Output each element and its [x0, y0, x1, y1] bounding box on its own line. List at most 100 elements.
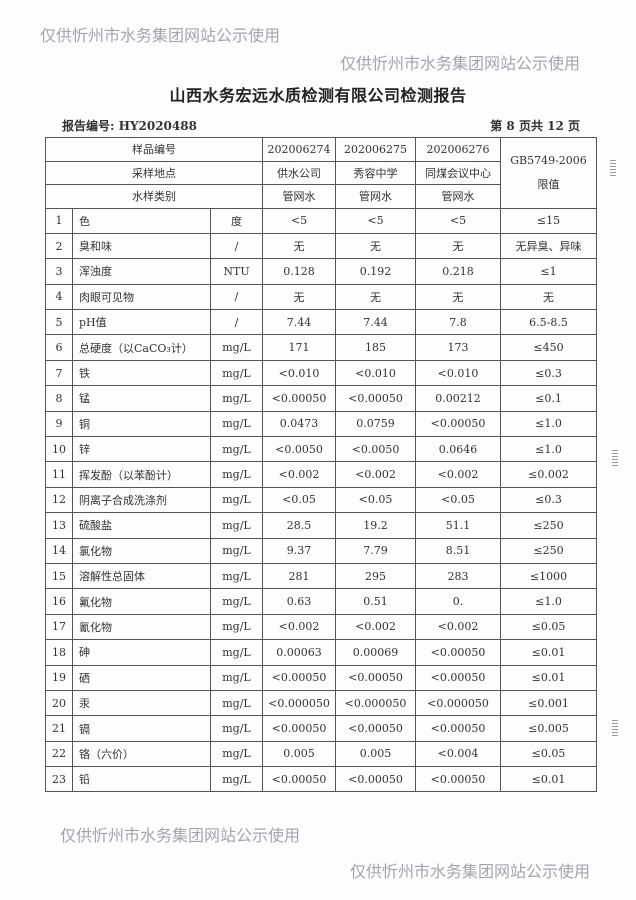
value: <0.00050 [335, 664, 416, 691]
unit: mg/L [210, 639, 263, 666]
value: <0.05 [262, 486, 336, 514]
value: 0.005 [335, 740, 416, 768]
unit: mg/L [210, 385, 263, 412]
value: 无 [335, 283, 416, 311]
value: 281 [262, 562, 336, 590]
parameter-name: 锌 [72, 436, 211, 463]
limit: ≤0.01 [500, 639, 597, 666]
value: <0.0050 [335, 436, 416, 463]
value: <0.010 [335, 359, 416, 387]
unit: NTU [210, 258, 263, 285]
value: <0.010 [262, 359, 336, 387]
limit: ≤1.0 [500, 436, 597, 463]
value: 0. [415, 588, 501, 615]
value: <0.004 [415, 740, 501, 768]
unit: / [210, 283, 263, 311]
row-no: 11 [45, 461, 73, 488]
sample-no: 202006275 [335, 137, 416, 162]
parameter-name: 氯化物 [72, 537, 211, 564]
unit: mg/L [210, 410, 263, 438]
sample-no: 202006274 [262, 137, 336, 162]
row-no: 4 [45, 283, 73, 311]
value: <0.002 [262, 613, 336, 641]
table-row: 1 色度 <5 <5 <5 ≤15 [45, 207, 597, 234]
limit: ≤0.002 [500, 461, 597, 488]
parameter-name: 色 [72, 207, 211, 234]
value: <0.05 [415, 486, 501, 514]
row-no: 3 [45, 258, 73, 285]
value: <0.05 [335, 486, 416, 514]
type-label: 水样类别 [45, 184, 263, 209]
sample-type: 管网水 [262, 184, 336, 209]
value: 无 [262, 232, 336, 260]
report-number: 报告编号: HY2020488 [62, 119, 197, 133]
value: <0.002 [262, 461, 336, 488]
table-row: 3 浑浊度 NTU 0.128 0.192 0.218 ≤1 [45, 258, 597, 285]
unit: mg/L [210, 588, 263, 615]
unit: mg/L [210, 334, 263, 361]
unit: / [210, 232, 263, 260]
sample-site: 同煤会议中心 [415, 160, 501, 185]
unit: mg/L [210, 562, 263, 590]
value: 无 [262, 283, 336, 311]
limit: ≤15 [500, 207, 597, 234]
row-no: 18 [45, 639, 73, 666]
limit: ≤1.0 [500, 588, 597, 615]
value: 7.44 [335, 309, 416, 336]
parameter-name: 铬（六价） [72, 740, 211, 768]
limit: ≤0.3 [500, 359, 597, 387]
unit: mg/L [210, 715, 263, 742]
table-row: 22 铬（六价） mg/L 0.005 0.005 <0.004 ≤0.05 [45, 740, 597, 768]
value: <0.00050 [415, 639, 501, 666]
parameter-name: 氰化物 [72, 613, 211, 641]
limit: ≤250 [500, 512, 597, 539]
limit: ≤0.01 [500, 766, 597, 793]
table-row: 15 溶解性总固体 mg/L 281 295 283 ≤1000 [45, 562, 597, 590]
value: <0.00050 [262, 385, 336, 412]
value: 0.0646 [415, 436, 501, 463]
table-row: 18 砷 mg/L 0.00063 0.00069 <0.00050 ≤0.01 [45, 639, 597, 666]
value: <0.00050 [415, 715, 501, 742]
value: <0.000050 [262, 689, 336, 717]
value: 185 [335, 334, 416, 361]
table-row: 2 臭和味 / 无无无无异臭、异味 [45, 232, 597, 260]
table-row: 10 锌 mg/L <0.0050 <0.0050 0.0646 ≤1.0 [45, 436, 597, 463]
parameter-name: pH值 [72, 309, 211, 336]
value: <0.002 [335, 461, 416, 488]
limit: 无 [500, 283, 597, 311]
value: 295 [335, 562, 416, 590]
table-row: 20 汞 mg/L <0.000050 <0.000050 <0.000050 ≤0.001 [45, 689, 597, 717]
limit: ≤250 [500, 537, 597, 564]
sample-site: 秀容中学 [335, 160, 416, 185]
value: <0.002 [335, 613, 416, 641]
value: <0.0050 [262, 436, 336, 463]
limit: ≤0.001 [500, 689, 597, 717]
unit: mg/L [210, 664, 263, 691]
value: <5 [415, 207, 501, 234]
row-no: 12 [45, 486, 73, 514]
scan-mark [612, 720, 618, 736]
parameter-name: 总硬度（以CaCO₃计） [72, 334, 211, 361]
limit: ≤450 [500, 334, 597, 361]
value: 283 [415, 562, 501, 590]
row-no: 7 [45, 359, 73, 387]
value: 171 [262, 334, 336, 361]
limit: ≤0.05 [500, 613, 597, 641]
value: 19.2 [335, 512, 416, 539]
value: <0.000050 [335, 689, 416, 717]
table-row: 5 pH值/7.44 7.44 7.8 6.5-8.5 [45, 309, 597, 336]
parameter-name: 镉 [72, 715, 211, 742]
unit: mg/L [210, 486, 263, 514]
unit: 度 [210, 207, 263, 234]
unit: mg/L [210, 436, 263, 463]
table-row: 23 铅 mg/L <0.00050 <0.00050 <0.00050 ≤0.01 [45, 766, 597, 793]
watermark: 仅供忻州市水务集团网站公示使用 [40, 26, 281, 45]
value: 0.00212 [415, 385, 501, 412]
value: 9.37 [262, 537, 336, 564]
parameter-name: 溶解性总固体 [72, 562, 211, 590]
site-label: 采样地点 [45, 160, 263, 185]
unit: mg/L [210, 359, 263, 387]
watermark: 仅供忻州市水务集团网站公示使用 [350, 862, 591, 881]
value: <5 [335, 207, 416, 234]
